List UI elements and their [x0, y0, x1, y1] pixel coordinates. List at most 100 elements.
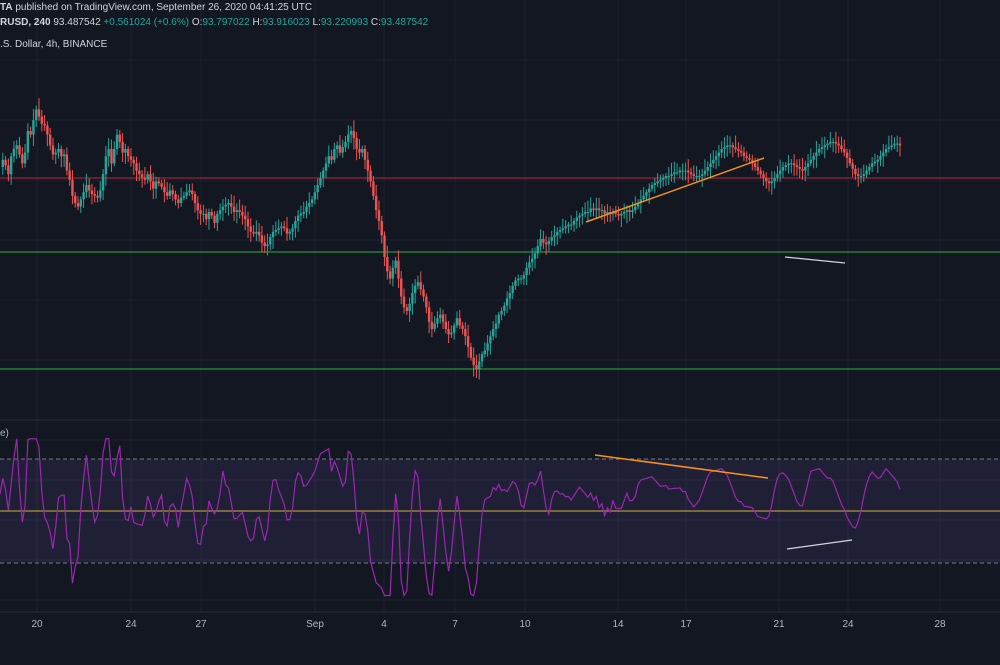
candle-body[interactable]: [174, 194, 177, 200]
candle-body[interactable]: [101, 174, 105, 191]
candle-body[interactable]: [224, 204, 227, 207]
candle-body[interactable]: [221, 206, 225, 211]
candle-body[interactable]: [358, 149, 361, 153]
candle-body[interactable]: [767, 181, 771, 184]
candle-body[interactable]: [700, 174, 704, 176]
candle-body[interactable]: [790, 163, 793, 165]
candle-body[interactable]: [149, 174, 152, 182]
candle-body[interactable]: [795, 165, 799, 167]
indicator-label[interactable]: e): [0, 428, 9, 439]
candle-body[interactable]: [848, 158, 852, 164]
candle-body[interactable]: [132, 159, 135, 164]
candle-body[interactable]: [118, 134, 122, 142]
candle-body[interactable]: [135, 163, 138, 171]
candle-body[interactable]: [865, 170, 868, 175]
candle-body[interactable]: [104, 156, 108, 175]
candle-body[interactable]: [349, 131, 353, 135]
candle-body[interactable]: [188, 190, 191, 193]
candle-body[interactable]: [617, 213, 620, 216]
candle-body[interactable]: [394, 260, 397, 268]
candle-body[interactable]: [547, 240, 551, 245]
candle-body[interactable]: [333, 149, 336, 160]
oscillator-line[interactable]: [0, 438, 901, 598]
candle-body[interactable]: [778, 170, 782, 175]
candle-body[interactable]: [65, 154, 69, 171]
candle-body[interactable]: [684, 170, 687, 172]
candle-body[interactable]: [898, 143, 902, 146]
candle-body[interactable]: [595, 208, 598, 211]
candle-body[interactable]: [826, 143, 829, 146]
candle-body[interactable]: [165, 192, 169, 196]
candle-body[interactable]: [517, 278, 520, 281]
candle-body[interactable]: [762, 174, 765, 178]
candle-body[interactable]: [355, 138, 358, 149]
candle-body[interactable]: [227, 203, 230, 205]
candle-body[interactable]: [656, 181, 659, 184]
candle-body[interactable]: [193, 194, 197, 203]
candle-body[interactable]: [812, 156, 815, 160]
candle-body[interactable]: [115, 134, 119, 149]
candle-body[interactable]: [603, 210, 606, 214]
candle-body[interactable]: [138, 170, 141, 175]
candle-body[interactable]: [124, 149, 127, 153]
candle-body[interactable]: [372, 181, 375, 196]
candle-body[interactable]: [753, 163, 757, 167]
candle-body[interactable]: [422, 289, 425, 297]
candle-body[interactable]: [241, 212, 244, 216]
candle-body[interactable]: [837, 143, 840, 146]
candle-body[interactable]: [801, 168, 804, 171]
candle-body[interactable]: [553, 235, 556, 238]
candle-body[interactable]: [823, 145, 826, 148]
candle-body[interactable]: [338, 145, 342, 153]
candle-body[interactable]: [335, 145, 339, 149]
candle-body[interactable]: [425, 296, 428, 308]
candle-body[interactable]: [636, 203, 640, 207]
candle-body[interactable]: [294, 221, 297, 229]
candle-body[interactable]: [157, 181, 161, 184]
candle-body[interactable]: [255, 231, 258, 234]
candle-body[interactable]: [620, 213, 623, 216]
candle-body[interactable]: [383, 235, 386, 257]
candle-body[interactable]: [642, 195, 645, 200]
candle-body[interactable]: [659, 179, 662, 182]
candle-body[interactable]: [806, 163, 810, 167]
candle-body[interactable]: [146, 174, 149, 180]
candle-body[interactable]: [817, 149, 821, 153]
candle-body[interactable]: [444, 321, 448, 329]
candle-body[interactable]: [887, 147, 891, 149]
candle-body[interactable]: [79, 199, 83, 207]
candle-body[interactable]: [450, 332, 453, 335]
candle-body[interactable]: [285, 228, 289, 234]
candle-body[interactable]: [87, 185, 91, 191]
candle-body[interactable]: [252, 231, 255, 234]
candle-body[interactable]: [851, 163, 854, 169]
candle-body[interactable]: [497, 314, 500, 324]
candle-body[interactable]: [126, 149, 130, 157]
candle-body[interactable]: [96, 195, 99, 198]
candle-body[interactable]: [266, 244, 269, 247]
candle-body[interactable]: [199, 210, 202, 214]
candle-body[interactable]: [99, 190, 102, 198]
candle-body[interactable]: [319, 177, 322, 185]
candle-body[interactable]: [202, 213, 205, 215]
candle-body[interactable]: [324, 163, 328, 171]
candle-body[interactable]: [461, 325, 464, 329]
candle-body[interactable]: [475, 365, 478, 369]
candle-body[interactable]: [347, 134, 350, 142]
candle-body[interactable]: [391, 267, 395, 279]
candle-body[interactable]: [648, 188, 651, 193]
candle-body[interactable]: [363, 149, 367, 160]
candle-body[interactable]: [430, 321, 434, 329]
trendline-price-rising[interactable]: [585, 157, 765, 223]
candle-body[interactable]: [508, 293, 512, 299]
candle-body[interactable]: [717, 152, 721, 157]
candle-body[interactable]: [308, 203, 311, 207]
candle-body[interactable]: [745, 156, 748, 158]
candle-body[interactable]: [458, 318, 461, 326]
candle-body[interactable]: [776, 174, 779, 178]
candle-body[interactable]: [244, 215, 247, 220]
candle-body[interactable]: [519, 278, 523, 280]
candle-body[interactable]: [494, 323, 498, 329]
candle-body[interactable]: [154, 181, 158, 189]
candle-body[interactable]: [544, 242, 548, 245]
